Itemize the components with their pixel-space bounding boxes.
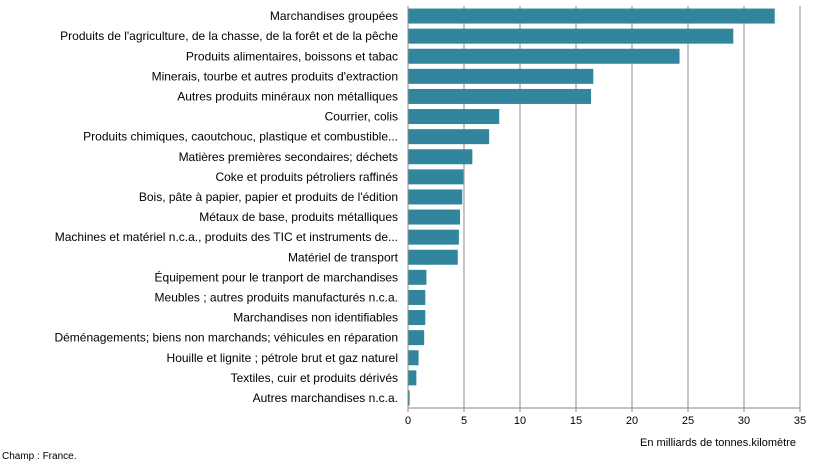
category-label: Marchandises groupées (270, 9, 398, 23)
x-tick-label: 10 (514, 415, 526, 427)
category-label: Métaux de base, produits métalliques (199, 210, 398, 224)
bar (408, 209, 461, 225)
x-axis (407, 6, 801, 412)
category-label: Textiles, cuir et produits dérivés (231, 371, 398, 385)
bar (408, 350, 419, 366)
bar (408, 390, 410, 406)
category-label: Marchandises non identifiables (233, 311, 398, 325)
bar (408, 8, 775, 24)
bar (408, 48, 680, 64)
bar (408, 109, 500, 125)
bar (408, 189, 463, 205)
bar (408, 129, 490, 145)
bar (408, 269, 427, 285)
bar (408, 169, 464, 185)
tick-labels: 0 5 10 15 20 25 30 35 (405, 415, 806, 427)
category-label: Bois, pâte à papier, papier et produits … (139, 190, 398, 204)
category-label: Coke et produits pétroliers raffinés (215, 170, 398, 184)
gridlines (407, 6, 801, 408)
category-label: Équipement pour le tranport de marchandi… (155, 269, 398, 284)
category-label: Produits de l'agriculture, de la chasse,… (60, 29, 398, 43)
category-label: Machines et matériel n.c.a., produits de… (55, 230, 398, 244)
category-label: Courrier, colis (325, 110, 398, 124)
x-tick-label: 5 (461, 415, 467, 427)
bar (408, 149, 473, 165)
bar (408, 88, 592, 104)
bar (408, 68, 594, 84)
bar (408, 330, 425, 346)
x-axis-title: En milliards de tonnes.kilomètre (640, 437, 796, 449)
category-label: Matières premières secondaires; déchets (179, 150, 398, 164)
category-label: Déménagements; biens non marchands; véhi… (54, 331, 398, 345)
bar (408, 289, 426, 305)
bar (408, 370, 417, 386)
bar (408, 310, 426, 326)
bar (408, 249, 458, 265)
bar (408, 28, 734, 44)
category-label: Produits chimiques, caoutchouc, plastiqu… (83, 130, 398, 144)
x-tick-label: 35 (794, 415, 806, 427)
x-tick-label: 30 (738, 415, 750, 427)
bars (408, 8, 775, 406)
x-tick-label: 0 (405, 415, 411, 427)
x-tick-label: 20 (626, 415, 638, 427)
category-label: Meubles ; autres produits manufacturés n… (155, 290, 398, 304)
bar (408, 229, 459, 245)
category-label: Minerais, tourbe et autres produits d'ex… (152, 69, 398, 83)
category-label: Autres marchandises n.c.a. (253, 391, 398, 405)
category-label: Autres produits minéraux non métalliques (177, 89, 398, 103)
x-tick-label: 15 (570, 415, 582, 427)
category-labels: Marchandises groupées Produits de l'agric… (54, 9, 398, 405)
category-label: Produits alimentaires, boissons et tabac (186, 49, 398, 63)
category-label: Houille et lignite ; pétrole brut et gaz… (167, 351, 398, 365)
x-tick-label: 25 (682, 415, 694, 427)
category-label: Matériel de transport (288, 250, 399, 264)
